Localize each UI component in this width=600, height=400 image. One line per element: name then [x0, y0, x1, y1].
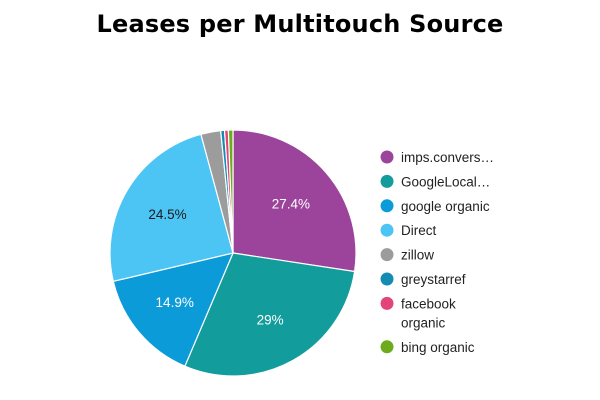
legend-label: organic [401, 315, 446, 330]
legend-swatch [380, 340, 394, 354]
legend-swatch [380, 223, 394, 237]
legend-label: imps.convers… [401, 150, 494, 165]
pie-slice-bing-organic [227, 129, 234, 254]
legend: imps.convers… GoogleLocal… google organic D… [380, 150, 494, 355]
legend-swatch [380, 296, 394, 310]
legend-label: bing organic [401, 340, 475, 355]
legend-item-direct: Direct [380, 223, 437, 238]
pie-slice-labels: 27.4% 29% 14.9% 24.5% [148, 196, 310, 327]
legend-item-bing-organic: bing organic [380, 340, 475, 355]
legend-swatch [380, 150, 394, 164]
legend-item-greystarref: greystarref [380, 272, 466, 287]
pie-slice-imps-convers [232, 129, 357, 273]
slice-value-label-googlelocal: 29% [257, 313, 284, 328]
slice-value-label-imps-convers: 27.4% [272, 196, 310, 211]
slice-value-label-google-organic: 14.9% [156, 295, 194, 310]
pie-slice-google-organic [112, 252, 235, 367]
legend-label: zillow [401, 248, 434, 263]
legend-item-facebook-organic: facebook organic [380, 296, 456, 330]
legend-label: Direct [401, 223, 437, 238]
legend-item-googlelocal: GoogleLocal… [380, 174, 490, 189]
legend-swatch [380, 199, 394, 213]
pie-slice-googlelocal [184, 252, 356, 377]
legend-label: google organic [401, 199, 490, 214]
legend-swatch [380, 248, 394, 262]
legend-item-google-organic: google organic [380, 199, 490, 214]
legend-item-imps-convers: imps.convers… [380, 150, 494, 165]
pie-slice-direct [109, 133, 234, 283]
chart-title: Leases per Multitouch Source [96, 10, 504, 38]
legend-swatch [380, 174, 394, 188]
legend-label: greystarref [401, 272, 466, 287]
legend-label: facebook [401, 296, 456, 311]
slice-value-label-direct: 24.5% [148, 207, 186, 222]
legend-item-zillow: zillow [380, 248, 434, 263]
legend-label: GoogleLocal… [401, 174, 490, 189]
legend-swatch [380, 272, 394, 286]
pie-slices [109, 129, 357, 377]
